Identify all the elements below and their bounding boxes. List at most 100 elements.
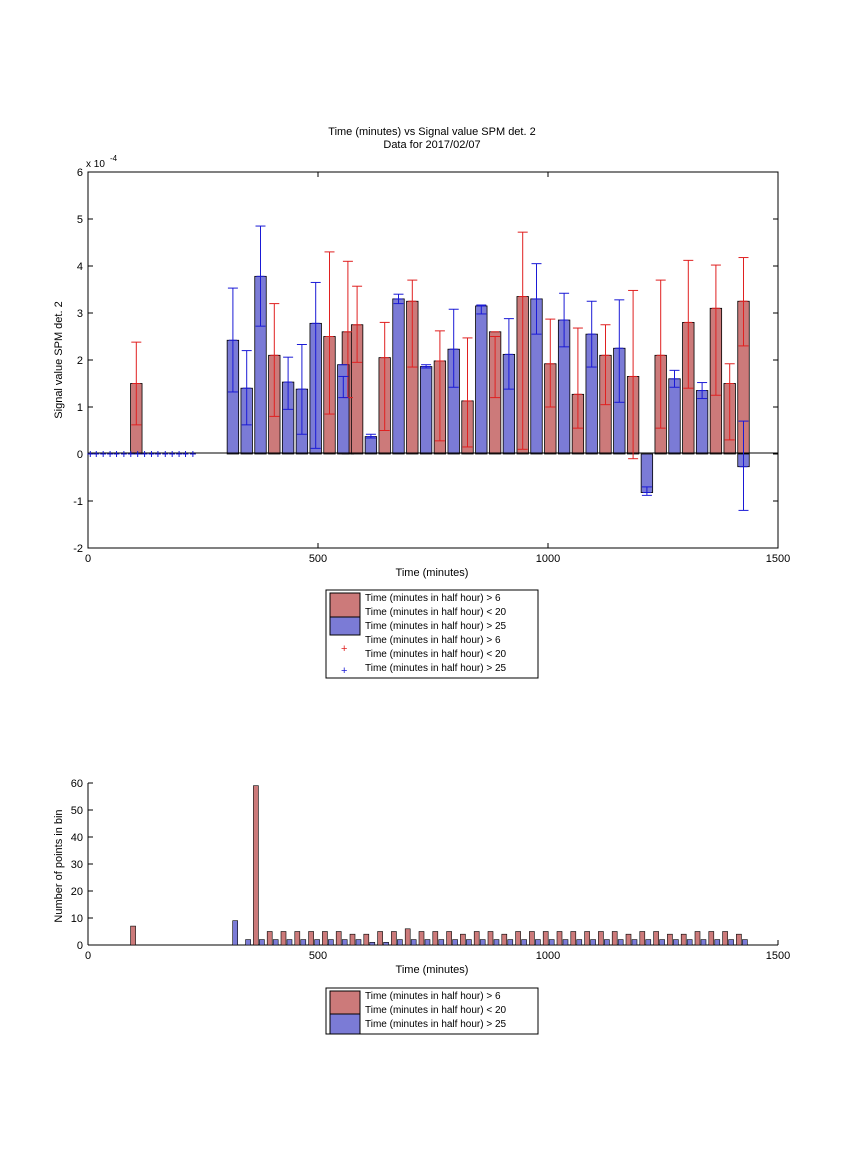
data-bar [668,378,681,455]
y-tick-label: 3 [77,308,83,320]
count-bar [700,939,707,946]
y-tick-label: 5 [77,214,83,226]
count-bar [424,939,431,946]
bottom-axis-ticks: 0 10 20 30 40 50 60 0 500 1000 1500 [71,778,790,962]
count-bar [694,931,701,946]
legend-entry: Time (minutes in half hour) > 6 [365,991,501,1002]
y-tick-label: -1 [73,496,83,508]
legend-top: Time (minutes in half hour) > 6 Time (mi… [325,589,539,679]
count-bar [466,939,472,946]
count-bar [286,939,293,946]
count-bar [300,939,307,946]
count-bar [349,933,356,946]
count-bar [576,939,583,946]
count-bar [363,933,370,946]
count-bar [604,939,610,946]
x-tick-label: 1500 [766,553,790,565]
count-bar [432,931,439,946]
count-bar [570,931,577,946]
y-axis-label: Signal value SPM det. 2 [53,301,65,418]
count-bar [598,931,604,946]
count-bar [584,931,590,946]
count-bar [625,933,632,946]
count-bar [438,939,445,946]
data-bar [475,305,488,455]
x-tick-label: 1500 [766,950,790,962]
data-bar [419,366,433,455]
count-bar [631,939,638,946]
count-bar [542,931,549,946]
count-bar [397,939,403,946]
legend-swatch-blue [329,1013,361,1035]
y-tick-label: 50 [71,805,83,817]
count-bar [535,939,541,946]
count-bar [728,939,734,946]
count-bar [452,939,458,946]
chart-subtitle: Data for 2017/02/07 [383,139,480,151]
x-tick-label: 1000 [536,553,560,565]
plot-area [87,171,779,549]
y-tick-label: -2 [73,543,83,555]
count-bar [507,939,514,946]
y-exponent-label: x 10 [86,159,105,170]
x-tick-label: 500 [309,553,327,565]
count-bar [418,931,425,946]
top-axis-ticks: -2 -1 0 1 2 3 4 5 6 0 500 1000 1500 [73,167,790,565]
legend-marker-blue: + [341,665,347,677]
legend-bottom: Time (minutes in half hour) > 6 Time (mi… [325,987,539,1035]
count-bar [611,931,618,946]
count-bar [680,933,687,946]
count-bar [673,939,679,946]
legend-swatch-blue [329,616,361,636]
count-bar [130,925,136,946]
count-bar [377,931,383,946]
count-bar [369,941,376,946]
count-bar [667,933,673,946]
y-tick-label: 0 [77,449,83,461]
count-bar [473,931,480,946]
count-bar [714,939,721,946]
count-bar [460,933,466,946]
count-bar [446,931,452,946]
count-bar [548,939,555,946]
count-bar [314,939,320,946]
legend-swatch-red [329,990,361,1015]
legend-entry: Time (minutes in half hour) < 20 [365,1005,507,1016]
legend-entry: Time (minutes in half hour) > 25 [365,621,507,632]
y-tick-label: 20 [71,886,83,898]
legend-swatch-red [329,592,361,618]
count-bar [355,939,362,946]
count-bar [266,931,273,946]
legend-entry: Time (minutes in half hour) > 6 [365,593,501,604]
count-bar [404,928,411,946]
data-bar [695,390,709,455]
count-bar [341,939,348,946]
y-tick-label: 0 [77,940,83,952]
legend-entry: Time (minutes in half hour) < 20 [365,607,507,618]
count-bar [272,939,279,946]
y-tick-label: 4 [77,261,83,273]
y-axis-label-2: Number of points in bin [53,809,65,922]
bottom-bars [130,785,748,946]
chart-title: Time (minutes) vs Signal value SPM det. … [328,126,535,138]
count-bar [322,931,328,946]
count-bar [659,939,665,946]
count-bar [736,933,742,946]
y-tick-label: 2 [77,355,83,367]
top-error-bars [87,225,749,511]
x-axis-label-2: Time (minutes) [396,964,469,976]
count-bar [742,939,748,946]
count-bar [479,939,486,946]
count-bar [645,939,652,946]
count-bar [556,931,563,946]
data-bar [364,436,378,455]
count-bar [521,939,527,946]
legend-entry: Time (minutes in half hour) > 25 [365,663,507,674]
x-tick-label: 0 [85,553,91,565]
x-tick-label: 0 [85,950,91,962]
count-bar [686,939,693,946]
y-tick-label: 40 [71,832,83,844]
y-exponent-value: -4 [110,154,118,163]
count-bar [562,939,569,946]
count-bar [501,933,508,946]
